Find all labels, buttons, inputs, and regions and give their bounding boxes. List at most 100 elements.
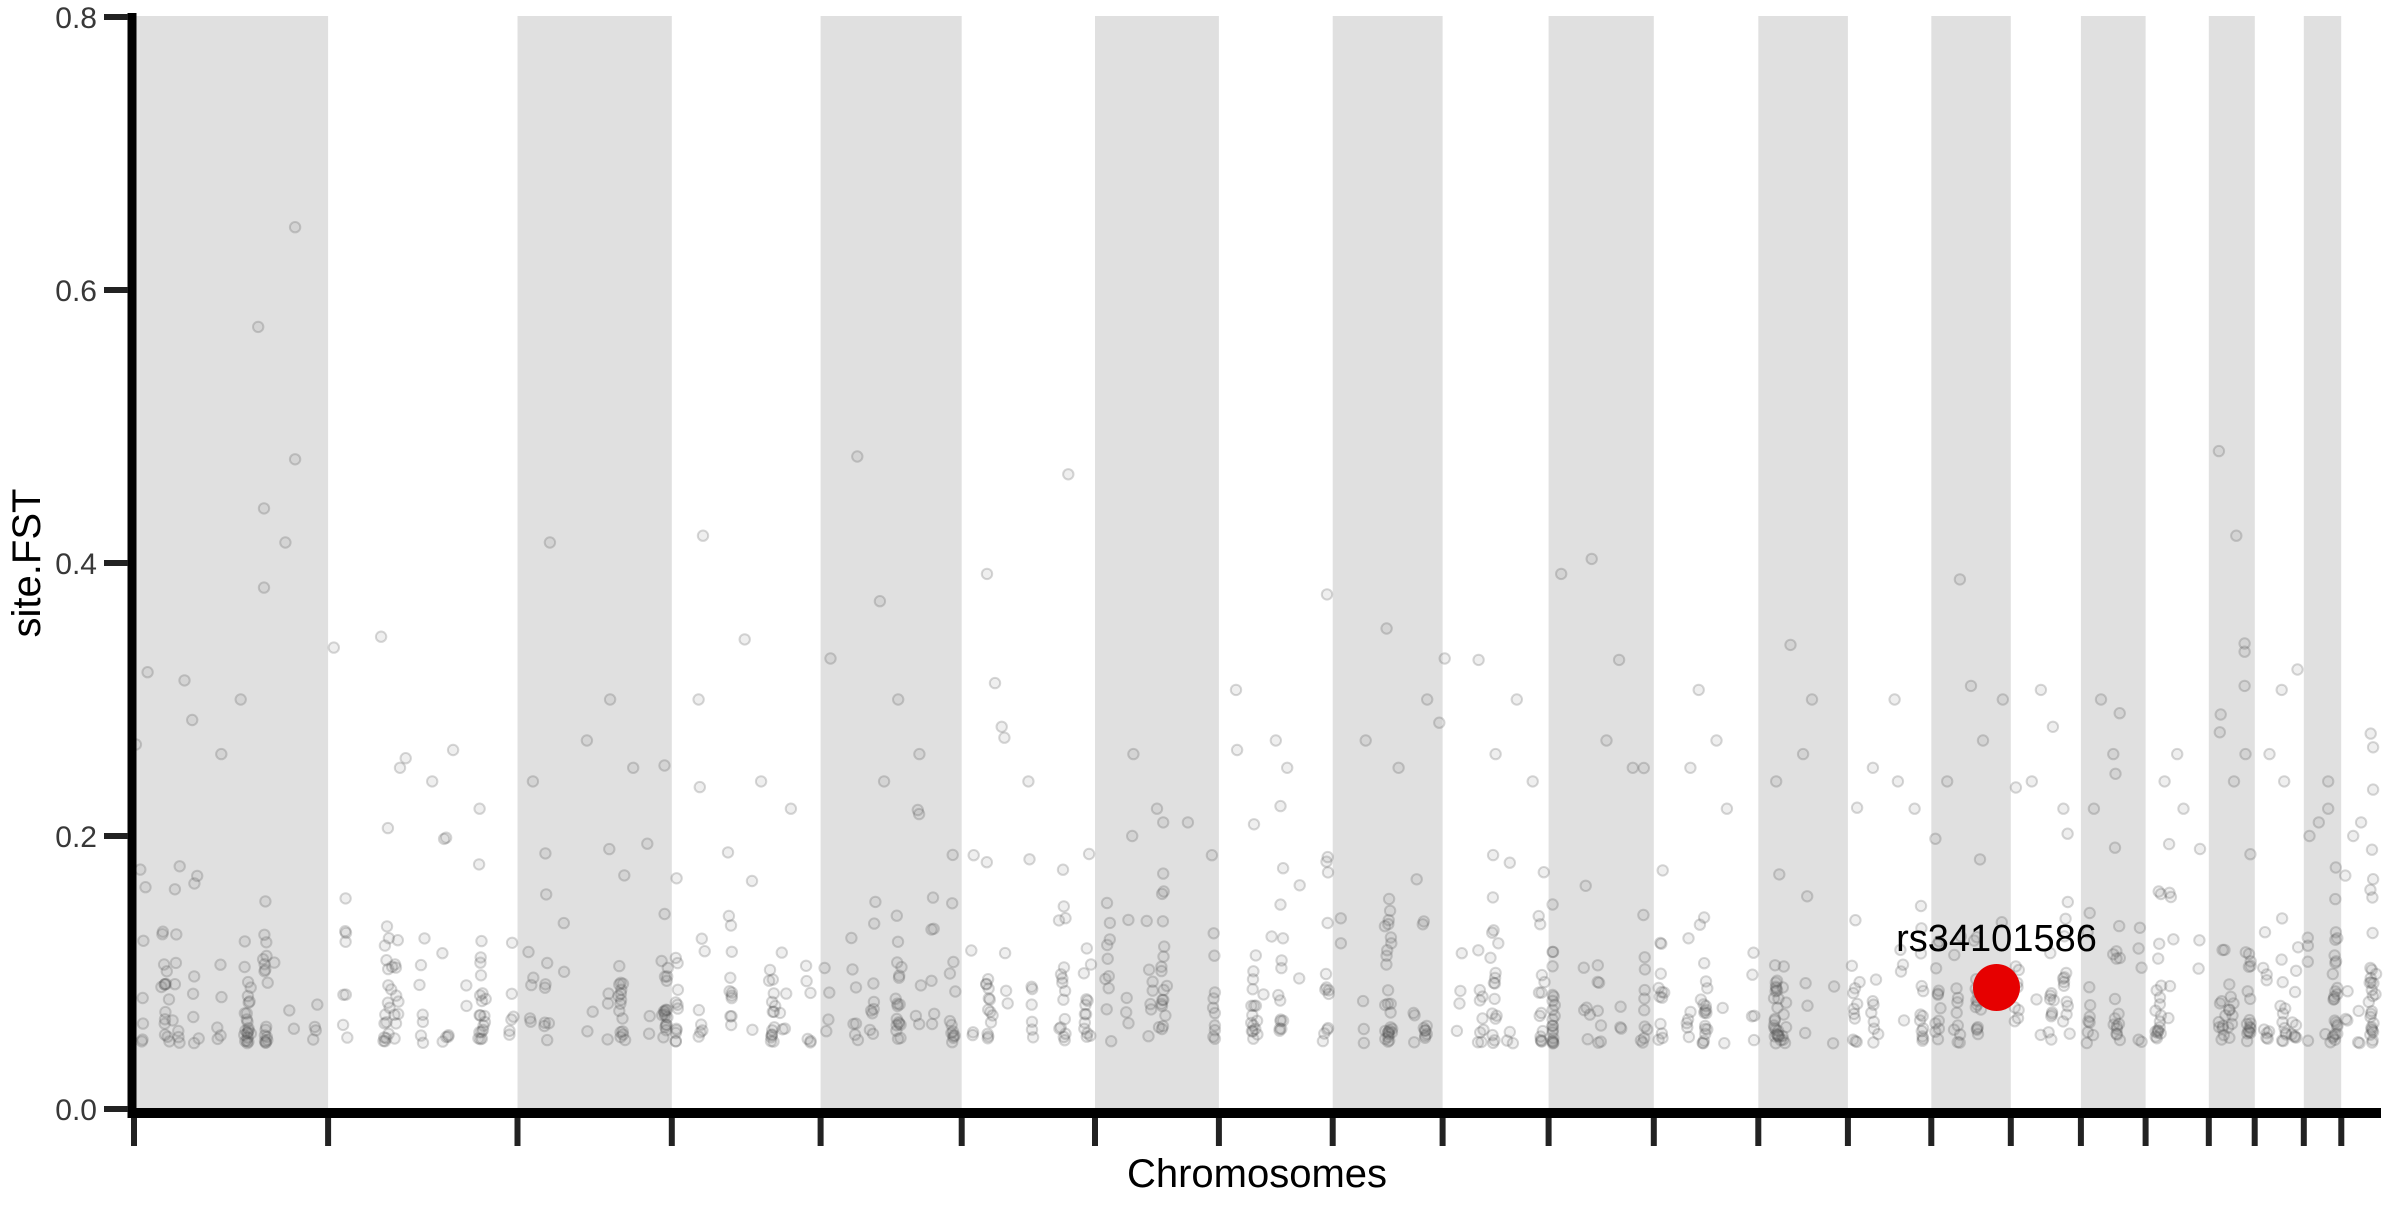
snp-point: [867, 995, 881, 1009]
snp-point: [1157, 867, 1170, 880]
snp-point: [1488, 1034, 1501, 1047]
snp-point: [2045, 1006, 2059, 1019]
snp-point: [1848, 982, 1862, 995]
snp-point: [260, 1020, 273, 1034]
snp-point: [1850, 801, 1864, 814]
snp-point: [1058, 984, 1072, 998]
snp-point: [947, 955, 960, 969]
snp-point: [1914, 947, 1928, 960]
snp-point: [2009, 781, 2023, 794]
snp-point: [258, 1034, 272, 1048]
snp-point: [1578, 1003, 1591, 1017]
snp-point: [178, 674, 191, 687]
snp-point: [1768, 1021, 1781, 1035]
y-tick-label-0.2: 0.2: [55, 821, 97, 854]
snp-point: [442, 1029, 455, 1042]
snp-point: [2081, 925, 2094, 939]
snp-point: [1546, 1026, 1559, 1039]
snp-point: [618, 1033, 632, 1047]
snp-point: [1851, 997, 1864, 1011]
snp-point: [659, 1003, 672, 1016]
snp-point: [1381, 944, 1394, 957]
snp-point: [804, 1034, 817, 1048]
snp-point: [241, 975, 255, 989]
snp-point: [1320, 588, 1334, 601]
snp-point: [311, 998, 324, 1011]
snp-point: [524, 1015, 537, 1028]
snp-point: [982, 1003, 995, 1016]
snp-point: [1120, 991, 1133, 1005]
snp-point: [2242, 947, 2256, 961]
snp-point: [1929, 962, 1943, 975]
snp-point: [1321, 866, 1335, 879]
snp-point: [2365, 843, 2379, 856]
snp-point: [170, 928, 183, 941]
snp-point: [168, 978, 182, 991]
snp-point: [603, 842, 616, 856]
snp-point: [239, 1034, 252, 1048]
snp-point: [2149, 1025, 2162, 1038]
snp-point: [1245, 1016, 1258, 1030]
snp-point: [418, 932, 431, 945]
snp-point: [1476, 990, 1489, 1003]
snp-point: [1269, 734, 1283, 747]
snp-point: [1122, 913, 1135, 927]
snp-point: [914, 979, 928, 992]
snp-point: [2061, 827, 2074, 840]
snp-point: [2227, 997, 2240, 1010]
snp-point: [655, 954, 668, 968]
snp-point: [1246, 983, 1259, 996]
snp-point: [1592, 1036, 1605, 1049]
snp-point: [984, 1005, 997, 1019]
snp-point: [1768, 1014, 1781, 1027]
snp-point: [538, 981, 552, 994]
snp-point: [1356, 994, 1370, 1008]
snp-point: [2365, 1022, 2378, 1036]
snp-point: [2042, 1026, 2055, 1039]
snp-point: [1534, 918, 1547, 931]
snp-point: [2108, 841, 2122, 854]
snp-point: [1334, 937, 1348, 950]
snp-point: [381, 996, 395, 1009]
snp-point: [2364, 727, 2377, 740]
snp-point: [1156, 915, 1170, 928]
snp-point: [2108, 1012, 2122, 1025]
snp-point: [2154, 1027, 2167, 1040]
snp-point: [472, 1032, 485, 1045]
snp-point: [1274, 799, 1287, 813]
snp-point: [479, 992, 492, 1006]
snp-point: [1103, 916, 1117, 930]
snp-point: [925, 923, 938, 936]
snp-point: [891, 997, 904, 1010]
snp-point: [477, 1019, 490, 1032]
snp-point: [1056, 863, 1070, 876]
snp-point: [1382, 1030, 1395, 1044]
snp-point: [949, 985, 962, 998]
snp-point: [1419, 1029, 1432, 1043]
snp-point: [2094, 693, 2108, 706]
snp-point: [1484, 951, 1497, 964]
snp-point: [1101, 952, 1114, 965]
snp-point: [1583, 1008, 1597, 1021]
snp-point: [1591, 1004, 1605, 1017]
snp-point: [240, 1034, 254, 1048]
snp-point: [1699, 975, 1713, 988]
snp-point: [1867, 998, 1880, 1011]
snp-point: [1971, 1027, 1985, 1041]
snp-point: [390, 989, 403, 1002]
snp-point: [2150, 1032, 2164, 1045]
snp-point: [1321, 850, 1334, 864]
snp-point: [191, 869, 204, 883]
snp-point: [1720, 802, 1734, 815]
snp-point: [2242, 1024, 2255, 1038]
snp-point: [2288, 1029, 2301, 1043]
snp-point: [947, 1029, 960, 1043]
snp-point: [725, 986, 739, 999]
snp-point: [2149, 1030, 2162, 1043]
snp-point: [1770, 1027, 1783, 1041]
snp-point: [1450, 1024, 1464, 1038]
snp-point: [1932, 1014, 1946, 1027]
snp-point: [945, 1018, 958, 1032]
snp-point: [2045, 1008, 2059, 1021]
snp-point: [2080, 1036, 2094, 1050]
